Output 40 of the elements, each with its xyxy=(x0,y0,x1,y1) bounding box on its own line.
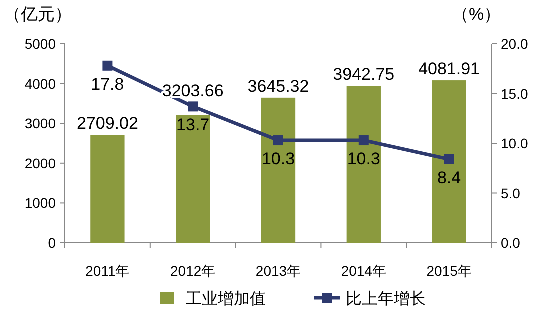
y-tick-label: 5000 xyxy=(24,36,56,52)
bar xyxy=(432,80,466,243)
data-label: 17.8 xyxy=(91,74,124,94)
data-label: 3203.66 xyxy=(162,82,224,101)
bar xyxy=(261,98,296,243)
y2-tick-label: 20.0 xyxy=(501,36,528,52)
y2-tick-label: 10.0 xyxy=(501,136,528,152)
point xyxy=(102,60,113,71)
point xyxy=(274,136,284,146)
x-tick-label: 2015年 xyxy=(426,263,472,279)
bar xyxy=(346,86,381,243)
data-label: 8.4 xyxy=(437,168,462,188)
y-axis-title: （亿元） xyxy=(4,5,72,24)
point xyxy=(188,102,198,112)
y-tick-label: 2000 xyxy=(24,155,56,172)
y-tick-label: 1000 xyxy=(24,195,56,212)
data-label: 13.7 xyxy=(176,116,210,135)
x-tick-label: 2011年 xyxy=(86,263,130,279)
x-tick-label: 2014年 xyxy=(341,263,386,279)
point xyxy=(358,136,369,146)
bar xyxy=(176,115,210,243)
y2-axis-title: （%） xyxy=(452,5,502,24)
data-label: 3645.32 xyxy=(248,76,310,96)
point xyxy=(444,154,454,164)
y-tick-label: 0 xyxy=(48,235,56,251)
data-label: 10.3 xyxy=(347,150,380,169)
y-tick-label: 3000 xyxy=(24,116,56,132)
data-label: 2709.02 xyxy=(76,114,138,134)
y2-tick-label: 0.0 xyxy=(501,235,521,251)
y2-tick-label: 5.0 xyxy=(501,185,521,202)
legend-label: 比上年增长 xyxy=(346,290,426,308)
data-label: 3942.75 xyxy=(333,65,395,84)
bar xyxy=(90,135,125,243)
data-label: 10.3 xyxy=(262,150,296,169)
y-tick-label: 4000 xyxy=(24,76,56,92)
y2-tick-label: 15.0 xyxy=(501,86,528,102)
data-label: 4081.91 xyxy=(418,60,480,79)
x-tick-label: 2013年 xyxy=(256,263,302,279)
x-tick-label: 2012年 xyxy=(170,263,216,279)
legend-label: 工业增加值 xyxy=(186,290,266,308)
